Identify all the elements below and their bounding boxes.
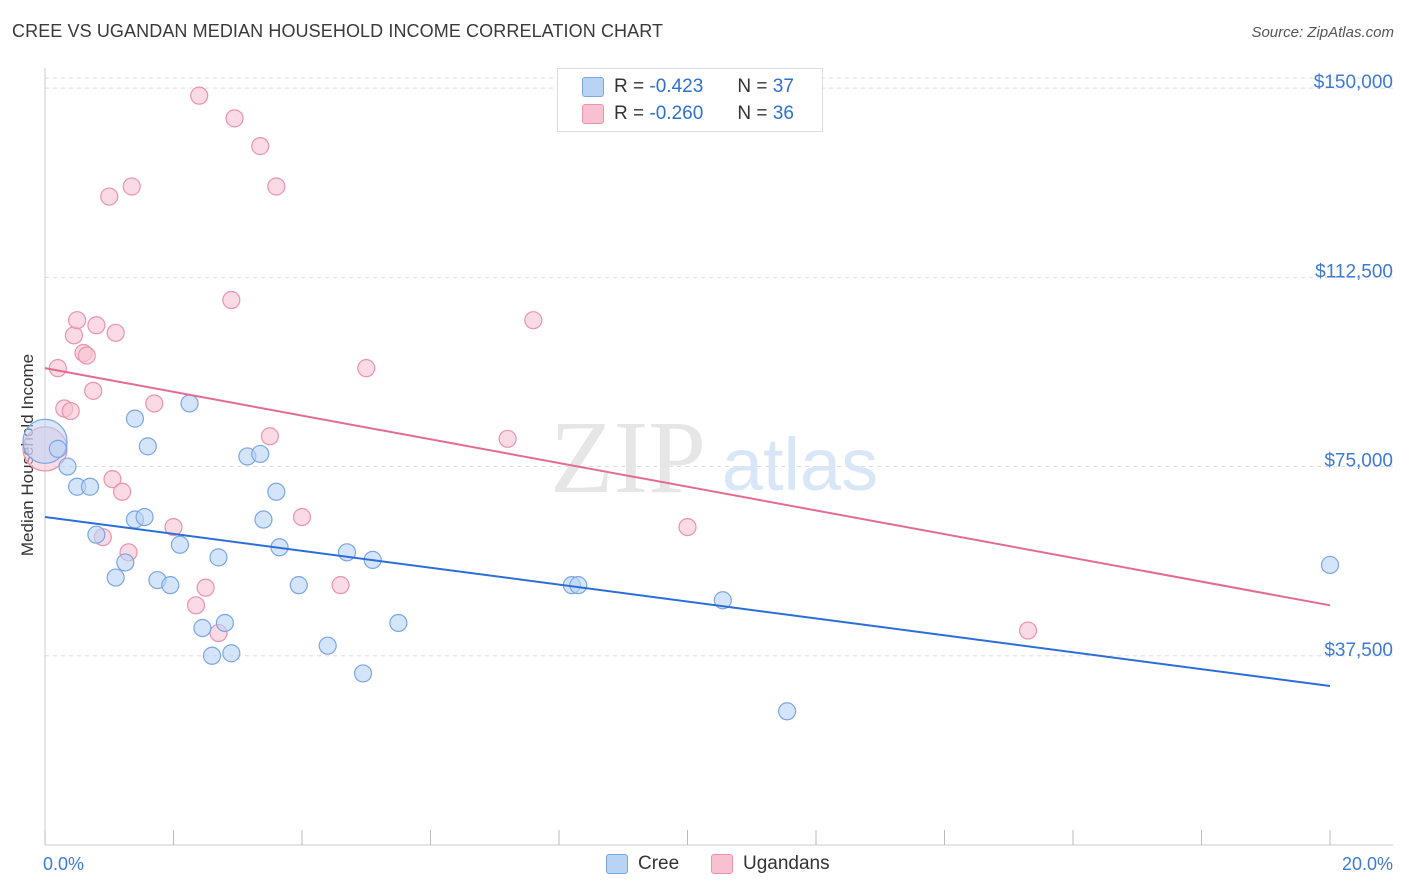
ugandans-trend-line — [44, 367, 1331, 607]
cree-point — [713, 591, 732, 610]
stats-legend: R = -0.423 N = 37 R = -0.260 N = 36 — [557, 68, 823, 132]
cree-point — [254, 510, 273, 529]
ugandans-point — [498, 429, 517, 448]
ugandans-point — [678, 517, 697, 537]
cree-n-value: 37 — [772, 76, 794, 97]
ugandans-point — [103, 470, 122, 489]
ugandans-point — [61, 401, 80, 421]
bottom-cree-swatch — [606, 854, 628, 874]
cree-point — [569, 576, 588, 595]
cree-point — [209, 548, 228, 567]
cree-point — [125, 409, 145, 428]
cree-swatch — [582, 77, 604, 97]
cree-point — [180, 394, 199, 413]
cree-point — [267, 482, 286, 501]
cree-point — [80, 477, 100, 496]
cree-point — [193, 618, 212, 638]
ugandans-point — [196, 578, 215, 597]
ugandans-point — [225, 109, 244, 128]
y-tick-label: $37,500 — [1324, 640, 1393, 661]
cree-point — [222, 644, 241, 663]
ugandans-point — [292, 507, 312, 527]
ugandans-point — [524, 311, 543, 330]
bottom-legend-cree: Cree — [606, 851, 679, 877]
ugandans-point — [331, 576, 350, 595]
watermark-atlas: atlas — [722, 423, 878, 506]
x-tick-label-min: 0.0% — [43, 854, 84, 874]
cree-n-label: N = — [737, 76, 768, 97]
cree-point — [170, 535, 190, 554]
cree-r-value: -0.423 — [649, 76, 704, 97]
cree-point — [202, 646, 222, 665]
x-tick-labels: 0.0% 20.0% — [43, 854, 1393, 874]
bottom-ugandans-swatch — [711, 854, 733, 874]
ugandans-point — [87, 316, 106, 335]
legend-row-cree: R = -0.423 N = 37 — [582, 74, 794, 100]
cree-point — [116, 553, 135, 572]
ugandans-point — [100, 187, 119, 206]
ugandans-r-label: R = — [614, 103, 645, 124]
y-tick-label: $112,500 — [1315, 261, 1393, 282]
cree-point — [389, 613, 408, 633]
ugandans-point — [112, 482, 132, 501]
cree-point — [87, 525, 106, 544]
cree-point — [1320, 555, 1340, 575]
x-tick-label-max: 20.0% — [1342, 854, 1393, 874]
cree-point — [353, 664, 373, 683]
y-tick-label: $150,000 — [1314, 72, 1393, 93]
ugandans-point — [357, 359, 376, 378]
series-ugandans — [22, 86, 1038, 643]
ugandans-point — [68, 311, 87, 330]
ugandans-point — [251, 137, 270, 156]
gridlines — [45, 77, 1393, 657]
chart-title: CREE VS UGANDAN MEDIAN HOUSEHOLD INCOME … — [12, 21, 664, 41]
ugandans-point — [122, 177, 141, 196]
trend-lines — [44, 367, 1331, 688]
ugandans-point — [260, 427, 279, 446]
ugandans-n-value: 36 — [772, 103, 794, 124]
ugandans-point — [267, 177, 286, 196]
cree-point — [48, 439, 67, 458]
ugandans-point — [222, 290, 241, 310]
ugandans-point — [145, 394, 164, 413]
cree-point — [251, 444, 270, 464]
ugandans-point — [77, 346, 96, 365]
ugandans-point — [64, 326, 84, 345]
cree-point — [215, 613, 234, 633]
y-tick-labels: $37,500 $75,000 $112,500 $150,000 — [1314, 72, 1393, 661]
ugandans-point — [48, 359, 67, 378]
ugandans-swatch — [582, 104, 604, 124]
ugandans-point — [186, 596, 206, 615]
ugandans-point — [106, 323, 125, 342]
cree-point — [777, 702, 797, 721]
cree-point — [289, 576, 308, 595]
bottom-legend-ugandans: Ugandans — [711, 851, 830, 877]
cree-point — [161, 576, 180, 595]
cree-point — [58, 457, 77, 476]
bottom-cree-label: Cree — [638, 853, 680, 874]
ugandans-point — [1018, 621, 1038, 640]
legend-row-ugandans: R = -0.260 N = 36 — [582, 101, 794, 127]
ugandans-point — [164, 517, 183, 537]
cree-r-label: R = — [614, 76, 645, 97]
ugandans-n-label: N = — [737, 103, 768, 124]
ugandans-r-value: -0.260 — [649, 103, 704, 124]
bottom-ugandans-label: Ugandans — [743, 853, 830, 874]
source-label: Source: ZipAtlas.com — [1251, 24, 1394, 41]
watermark: ZIP atlas — [550, 400, 878, 515]
cree-point — [106, 568, 125, 587]
cree-point — [138, 437, 157, 456]
ugandans-point — [190, 86, 209, 105]
watermark-zip: ZIP — [550, 400, 706, 515]
cree-trend-line — [44, 516, 1331, 688]
y-tick-label: $75,000 — [1324, 451, 1393, 472]
cree-point — [318, 636, 337, 655]
cree-point — [135, 507, 154, 527]
ugandans-point — [84, 381, 103, 400]
